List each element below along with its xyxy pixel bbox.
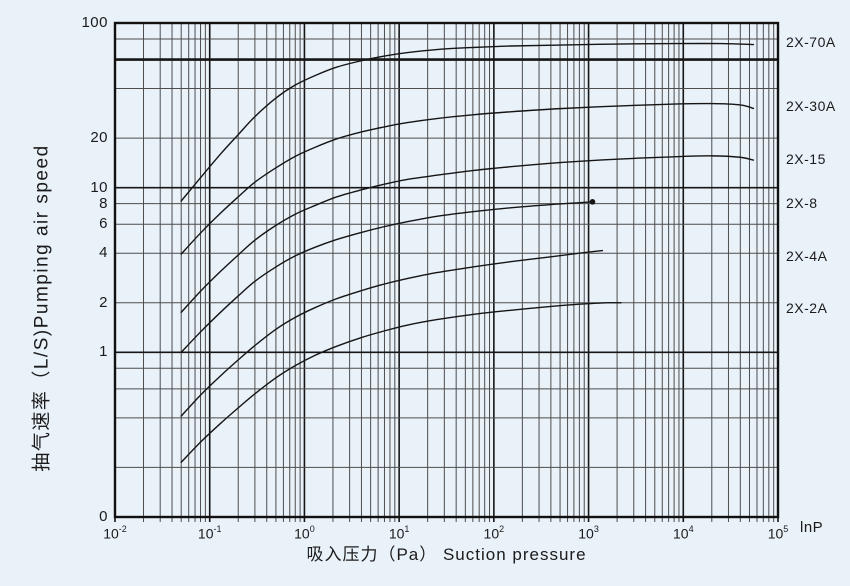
plot-border: [113, 21, 780, 519]
y-tick-label-4: 4: [99, 244, 108, 262]
curve-2X-70A: [180, 42, 755, 202]
x-tick-label-10e2: 102: [483, 524, 505, 542]
curve-2X-15: [180, 155, 755, 314]
curve-label-2X-2A: 2X-2A: [786, 299, 828, 316]
x-tick-label-10e4: 104: [672, 524, 694, 542]
x-axis-title: 吸入压力（Pa） Suction pressure: [306, 545, 587, 564]
y-tick-label-1: 1: [99, 343, 108, 361]
x-tick-label-10e-1: 10-1: [197, 524, 222, 542]
curve-2X-8: [180, 201, 594, 354]
curve-label-2X-4A: 2X-4A: [786, 247, 828, 264]
x-tick-label-10e0: 100: [294, 524, 315, 542]
y-tick-label-2: 2: [99, 293, 108, 311]
curve-label-2X-15: 2X-15: [786, 151, 826, 168]
y-tick-label-0: 0: [99, 508, 108, 525]
y-tick-label-6: 6: [99, 215, 108, 233]
y-tick-label-8: 8: [99, 194, 108, 212]
curve-2X-30A: [180, 102, 755, 255]
y-tick-label-20: 20: [90, 129, 108, 147]
curve-label-2X-8: 2X-8: [786, 194, 818, 211]
curve-label-2X-70A: 2X-70A: [786, 33, 836, 50]
x-tick-label-10e-2: 10-2: [103, 524, 127, 542]
curve-2X-4A: [180, 249, 604, 417]
curve-2X-2A: [180, 301, 622, 463]
curve-label-2X-30A: 2X-30A: [786, 97, 836, 114]
x-tick-label-10e5: 105: [767, 524, 789, 542]
y-tick-label-10: 10: [90, 178, 108, 196]
y-axis-title: 抽气速率（L/S)Pumping air speed: [31, 144, 53, 472]
x-tick-label-10e3: 103: [578, 524, 599, 542]
y-tick-label-100: 100: [81, 14, 108, 31]
x-axis-suffix-label: lnP: [800, 519, 824, 536]
x-tick-label-10e1: 101: [388, 524, 410, 542]
curve-end-dot-2X-8: [589, 199, 596, 205]
